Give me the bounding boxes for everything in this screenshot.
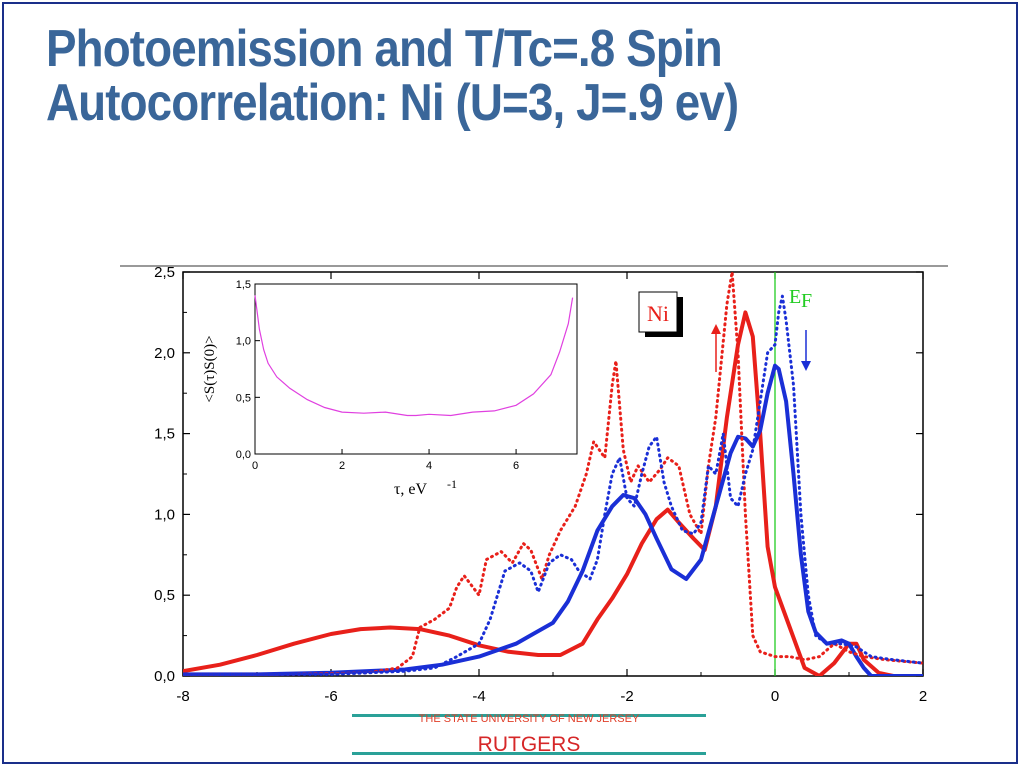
- dotted-blue-series: [183, 294, 923, 676]
- dotted-red-series: [183, 270, 923, 676]
- x-tick-label: -6: [324, 688, 337, 705]
- inset-autocorrelation-series: [254, 295, 574, 417]
- ni-label-box: [638, 291, 678, 333]
- y-tick-label: 2,5: [154, 264, 175, 281]
- inset-y-tick-label: 0,5: [236, 392, 251, 404]
- y-tick-label: 1,5: [154, 426, 175, 443]
- x-tick-label: -8: [176, 688, 189, 705]
- spin-up-arrow-head: [711, 324, 721, 334]
- inset-x-tick-label: 4: [426, 460, 432, 472]
- inset-x-tick-label: 2: [339, 460, 345, 472]
- solid-blue-series: [183, 363, 923, 676]
- fermi-label: E: [789, 286, 801, 308]
- y-tick-label: 1,0: [154, 506, 175, 523]
- inset-y-tick-label: 1,5: [236, 279, 251, 291]
- footer-top-line: [352, 714, 706, 717]
- footer-university: THE STATE UNIVERSITY OF NEW JERSEY: [418, 713, 640, 725]
- inset-y-tick-label: 1,0: [236, 336, 251, 348]
- x-tick-label: 0: [771, 688, 779, 705]
- y-tick-label: 0,5: [154, 587, 175, 604]
- x-tick-label: -2: [620, 688, 633, 705]
- inset-y-axis-label: <S(τ)S(0)>: [202, 335, 218, 402]
- footer-rutgers: RUTGERS: [477, 733, 581, 756]
- title-line-2: Autocorrelation: Ni (U=3, J=.9 ev): [46, 74, 739, 132]
- inset-x-tick-label: 6: [513, 460, 519, 472]
- inset-x-axis-label-exponent: -1: [447, 477, 457, 491]
- y-tick-label: 2,0: [154, 345, 175, 362]
- footer-bottom-line: [352, 752, 706, 755]
- inset-x-axis-label: τ, eV: [394, 481, 428, 498]
- ni-label: Ni: [647, 301, 669, 326]
- inset-frame: [254, 283, 578, 455]
- inset-y-tick-label: 0,0: [236, 449, 251, 461]
- title-line-1: Photoemission and T/Tc=.8 Spin: [46, 20, 723, 78]
- x-tick-label: -4: [472, 688, 485, 705]
- inset-x-tick-label: 0: [252, 460, 258, 472]
- spin-down-arrow-head: [801, 361, 811, 371]
- x-tick-label: 2: [919, 688, 927, 705]
- fermi-label-sub: F: [801, 290, 812, 312]
- slide-title: Photoemission and T/Tc=.8 Spin Autocorre…: [46, 20, 739, 132]
- y-tick-label: 0,0: [154, 668, 175, 685]
